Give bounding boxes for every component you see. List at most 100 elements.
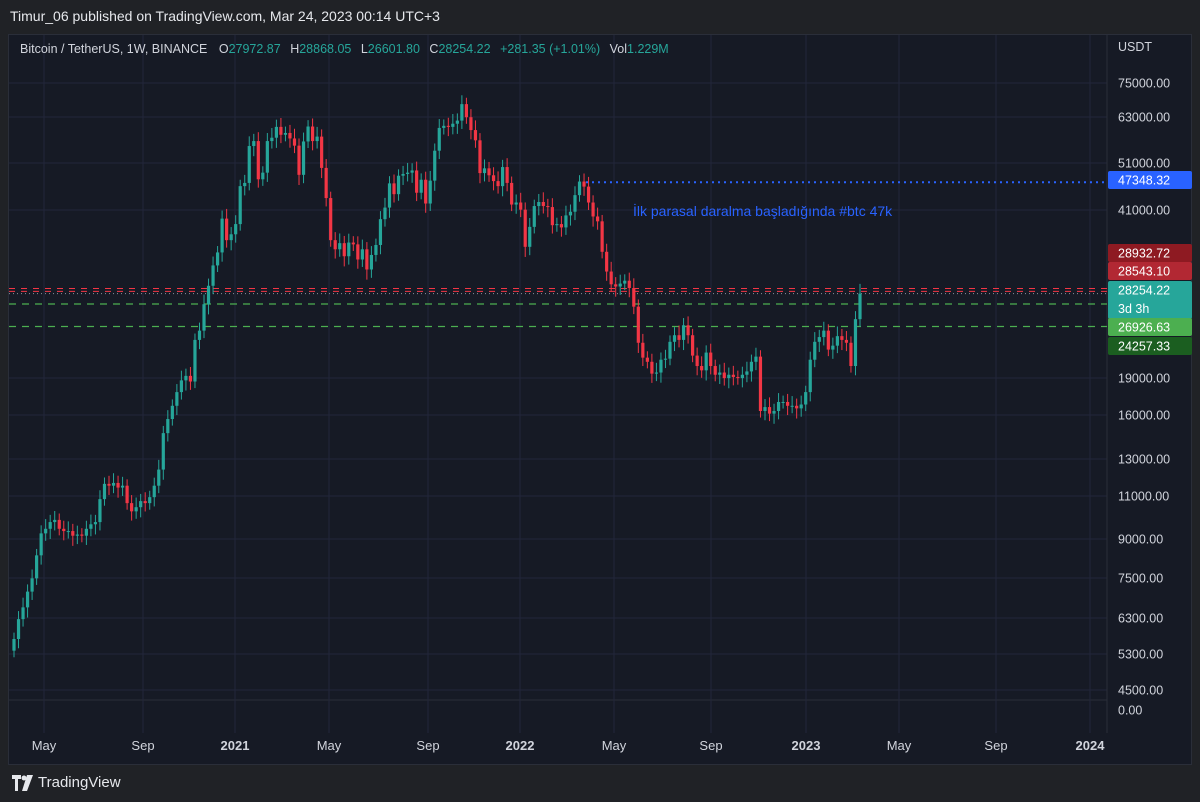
candle-body: [75, 534, 79, 536]
candle-body: [618, 283, 622, 287]
x-tick-label: 2024: [1076, 738, 1106, 753]
candle-body: [668, 341, 672, 359]
annotation-text: İlk parasal daralma başladığında #btc 47…: [633, 202, 893, 219]
candle-body: [392, 183, 396, 195]
y-tick-label: 6300.00: [1118, 612, 1163, 626]
candle-body: [523, 209, 527, 247]
candle-body: [654, 372, 659, 374]
candle-body: [772, 410, 776, 414]
candle-body: [763, 407, 767, 411]
y-tick-label: 75000.00: [1118, 77, 1170, 91]
candle-body: [532, 206, 536, 227]
candle-body: [817, 337, 821, 342]
candle-body: [301, 141, 306, 175]
candle-body: [804, 392, 808, 405]
candle-body: [16, 619, 21, 639]
price-label-box: [1108, 171, 1192, 189]
candle-body: [473, 130, 478, 141]
low-label: L: [360, 42, 368, 56]
candle-body: [844, 339, 849, 343]
candle-body: [387, 183, 392, 208]
price-label-text: 24257.33: [1118, 340, 1170, 354]
candle-body: [790, 405, 794, 407]
candle-body: [731, 374, 735, 377]
candle-body: [324, 167, 328, 199]
candle-body: [799, 404, 803, 409]
candle-body: [306, 126, 310, 142]
candle-body: [48, 522, 52, 529]
candle-body: [238, 186, 242, 225]
price-axis: 75000.00 63000.00 51000.00 41000.00 19000.00…: [1118, 77, 1170, 718]
candle-body: [21, 607, 25, 620]
candle-body: [835, 336, 839, 346]
candle-body: [605, 251, 609, 272]
candle-body: [152, 485, 156, 498]
candle-body: [57, 519, 61, 529]
ohlc-legend: Bitcoin / TetherUS, 1W, BINANCE O27972.8…: [20, 42, 675, 56]
vol-label: Vol: [609, 42, 628, 56]
candle-body: [424, 179, 428, 204]
candle-body: [356, 244, 360, 260]
candle-body: [858, 293, 862, 320]
candle-body: [709, 352, 713, 367]
candle-body: [713, 366, 717, 375]
candle-body: [596, 216, 600, 222]
x-tick-label: May: [32, 738, 57, 753]
candle-body: [39, 533, 43, 556]
candle-body: [415, 170, 419, 193]
chart-frame[interactable]: [8, 34, 1192, 765]
y-tick-label: 11000.00: [1118, 490, 1169, 504]
candle-body: [175, 392, 179, 406]
close-value: 28254.22: [438, 42, 491, 56]
candle-body: [686, 325, 690, 336]
countdown-text: 3d 3h: [1118, 302, 1149, 316]
candle-body: [274, 126, 278, 138]
candle-body: [813, 341, 817, 360]
candle-body: [455, 120, 459, 124]
candle-body: [30, 578, 34, 592]
candle-body: [568, 211, 573, 216]
candle-body: [220, 218, 224, 253]
candle-body: [256, 141, 260, 180]
footer: TradingView: [0, 765, 1200, 802]
candle-body: [292, 138, 297, 146]
candle-body: [528, 226, 532, 247]
candle-body: [148, 497, 152, 504]
candle-body: [419, 179, 423, 193]
tradingview-logo-icon: [12, 775, 33, 791]
candle-body: [555, 224, 559, 226]
candle-body: [591, 202, 595, 217]
price-label-box: [1108, 281, 1192, 319]
candle-body: [853, 319, 858, 367]
candle-body: [234, 224, 238, 235]
y-tick-label: 19000.00: [1118, 372, 1170, 386]
candle-body: [677, 335, 681, 340]
x-tick-label: 2023: [792, 738, 821, 753]
candle-body: [808, 359, 812, 393]
candle-body: [659, 359, 663, 373]
candle-body: [500, 167, 505, 187]
candle-body: [206, 285, 211, 305]
y-tick-label: 16000.00: [1118, 409, 1170, 423]
candle-body: [261, 172, 265, 180]
candle-body: [758, 356, 763, 411]
low-value: 26601.80: [367, 42, 420, 56]
candle-body: [781, 401, 785, 403]
candle-body: [139, 501, 143, 508]
candle-body: [641, 342, 645, 358]
x-tick-label: May: [317, 738, 342, 753]
symbol-name[interactable]: Bitcoin / TetherUS, 1W, BINANCE: [20, 42, 208, 56]
candle-body: [433, 150, 437, 181]
candle-body: [342, 243, 346, 257]
candle-body: [442, 125, 446, 128]
candle-body: [795, 405, 799, 409]
candle-body: [469, 117, 473, 131]
candle-body: [383, 207, 387, 220]
candle-body: [559, 224, 564, 228]
footer-brand[interactable]: TradingView: [38, 774, 121, 791]
high-label: H: [290, 42, 300, 56]
price-label-text: 28932.72: [1118, 247, 1170, 261]
candle-body: [12, 638, 16, 651]
open-value: 27972.87: [228, 42, 281, 56]
